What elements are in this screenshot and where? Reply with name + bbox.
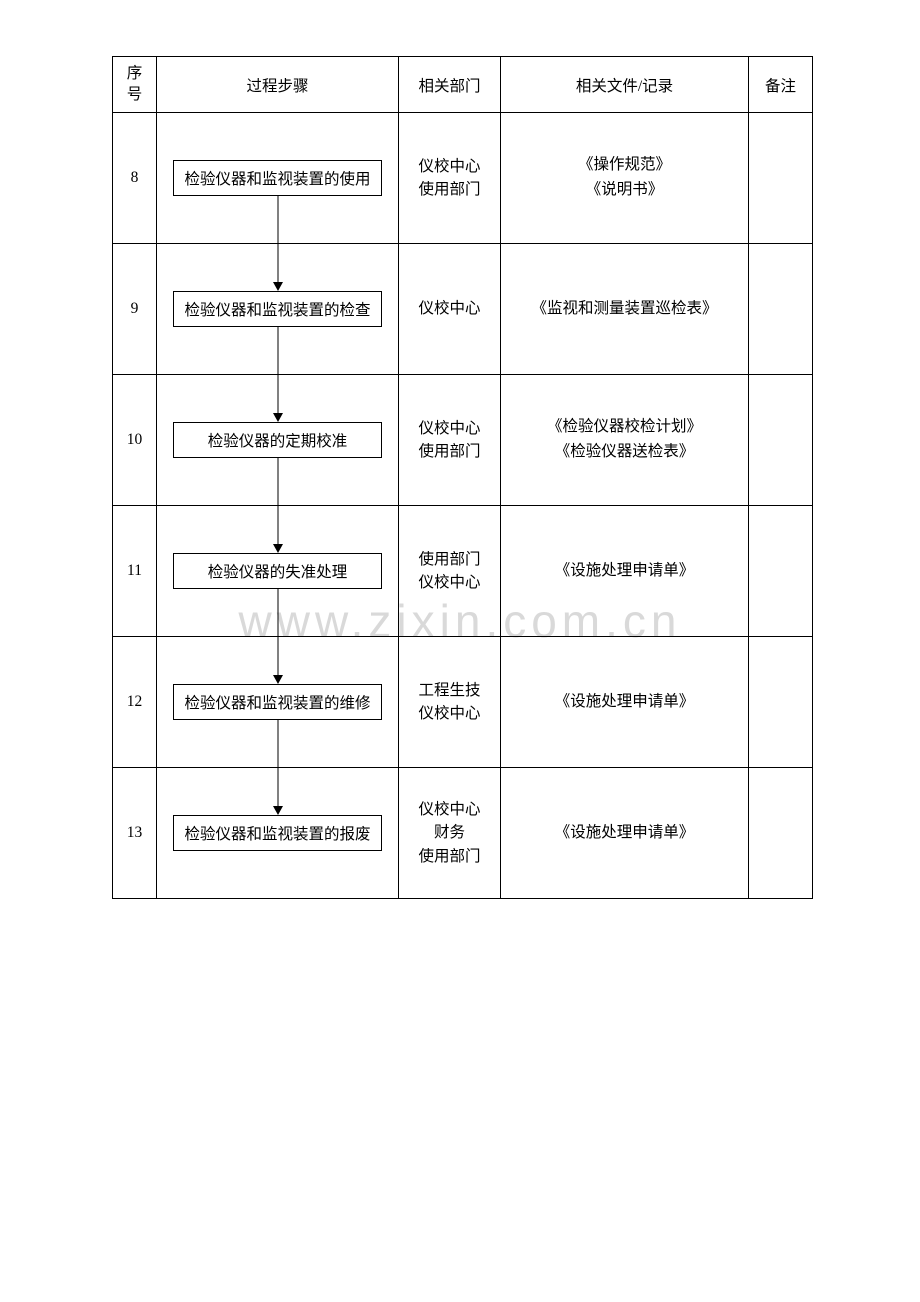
table-row: 11 检验仪器的失准处理使用部门 仪校中心《设施处理申请单》 bbox=[113, 506, 813, 637]
flow-line-in bbox=[277, 768, 278, 806]
process-step-box: 检验仪器的失准处理 bbox=[173, 553, 382, 589]
flow-line-in bbox=[277, 375, 278, 413]
table-row: 10 检验仪器的定期校准仪校中心 使用部门《检验仪器校检计划》 《检验仪器送检表》 bbox=[113, 375, 813, 506]
header-doc: 相关文件/记录 bbox=[501, 57, 749, 113]
cell-doc: 《设施处理申请单》 bbox=[501, 768, 749, 899]
cell-seq: 10 bbox=[113, 375, 157, 506]
cell-seq: 13 bbox=[113, 768, 157, 899]
header-dept: 相关部门 bbox=[399, 57, 501, 113]
cell-seq: 12 bbox=[113, 637, 157, 768]
table-row: 13 检验仪器和监视装置的报废仪校中心 财务 使用部门《设施处理申请单》 bbox=[113, 768, 813, 899]
cell-step: 检验仪器和监视装置的报废 bbox=[157, 768, 399, 899]
cell-step: 检验仪器和监视装置的使用 bbox=[157, 113, 399, 244]
header-step: 过程步骤 bbox=[157, 57, 399, 113]
arrow-down-icon bbox=[273, 806, 283, 815]
process-table: 序 号 过程步骤 相关部门 相关文件/记录 备注 8检验仪器和监视装置的使用仪校… bbox=[112, 56, 813, 899]
header-note: 备注 bbox=[749, 57, 813, 113]
cell-note bbox=[749, 506, 813, 637]
cell-step: 检验仪器和监视装置的维修 bbox=[157, 637, 399, 768]
cell-dept: 工程生技 仪校中心 bbox=[399, 637, 501, 768]
cell-note bbox=[749, 637, 813, 768]
cell-note bbox=[749, 244, 813, 375]
flow-line-in bbox=[277, 506, 278, 544]
table-row: 9 检验仪器和监视装置的检查仪校中心《监视和测量装置巡检表》 bbox=[113, 244, 813, 375]
flow-line-out bbox=[277, 589, 278, 636]
flow-line-out bbox=[277, 196, 278, 243]
process-step-box: 检验仪器和监视装置的使用 bbox=[173, 160, 382, 196]
cell-dept: 仪校中心 bbox=[399, 244, 501, 375]
flow-line-in bbox=[277, 637, 278, 675]
cell-dept: 仪校中心 使用部门 bbox=[399, 113, 501, 244]
cell-note bbox=[749, 768, 813, 899]
cell-doc: 《监视和测量装置巡检表》 bbox=[501, 244, 749, 375]
cell-step: 检验仪器的定期校准 bbox=[157, 375, 399, 506]
cell-doc: 《操作规范》 《说明书》 bbox=[501, 113, 749, 244]
process-step-box: 检验仪器的定期校准 bbox=[173, 422, 382, 458]
cell-dept: 仪校中心 使用部门 bbox=[399, 375, 501, 506]
cell-doc: 《设施处理申请单》 bbox=[501, 637, 749, 768]
table-row: 8 检验仪器和监视装置的使用仪校中心 使用部门《操作规范》 《说明书》 bbox=[113, 113, 813, 244]
cell-note bbox=[749, 113, 813, 244]
cell-doc: 《检验仪器校检计划》 《检验仪器送检表》 bbox=[501, 375, 749, 506]
cell-seq: 8 bbox=[113, 113, 157, 244]
page-container: 序 号 过程步骤 相关部门 相关文件/记录 备注 8检验仪器和监视装置的使用仪校… bbox=[112, 56, 812, 899]
flow-line-out bbox=[277, 458, 278, 505]
flow-line-out bbox=[277, 720, 278, 767]
table-header-row: 序 号 过程步骤 相关部门 相关文件/记录 备注 bbox=[113, 57, 813, 113]
cell-seq: 9 bbox=[113, 244, 157, 375]
cell-dept: 仪校中心 财务 使用部门 bbox=[399, 768, 501, 899]
process-step-box: 检验仪器和监视装置的报废 bbox=[173, 815, 382, 851]
cell-seq: 11 bbox=[113, 506, 157, 637]
cell-dept: 使用部门 仪校中心 bbox=[399, 506, 501, 637]
arrow-down-icon bbox=[273, 413, 283, 422]
arrow-down-icon bbox=[273, 282, 283, 291]
cell-doc: 《设施处理申请单》 bbox=[501, 506, 749, 637]
arrow-down-icon bbox=[273, 675, 283, 684]
cell-step: 检验仪器和监视装置的检查 bbox=[157, 244, 399, 375]
table-row: 12 检验仪器和监视装置的维修工程生技 仪校中心《设施处理申请单》 bbox=[113, 637, 813, 768]
process-step-box: 检验仪器和监视装置的维修 bbox=[173, 684, 382, 720]
process-step-box: 检验仪器和监视装置的检查 bbox=[173, 291, 382, 327]
cell-step: 检验仪器的失准处理 bbox=[157, 506, 399, 637]
flow-line-out bbox=[277, 327, 278, 374]
arrow-down-icon bbox=[273, 544, 283, 553]
cell-note bbox=[749, 375, 813, 506]
header-seq: 序 号 bbox=[113, 57, 157, 113]
flow-line-in bbox=[277, 244, 278, 282]
